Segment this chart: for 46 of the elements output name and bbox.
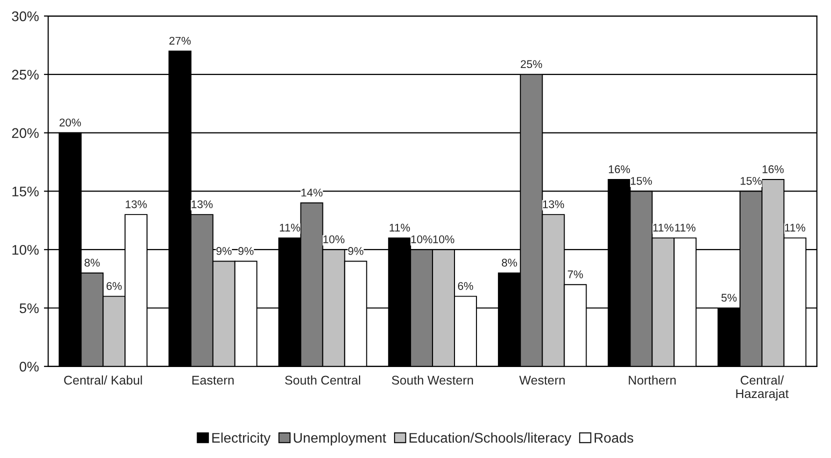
y-tick-label: 20% <box>12 128 39 138</box>
x-tick-label: South Western <box>392 375 473 385</box>
data-label: 10% <box>323 235 344 244</box>
data-label: 11% <box>653 224 674 232</box>
data-label: 15% <box>630 177 652 185</box>
y-tick-label: 5% <box>20 303 39 314</box>
legend-label: Electricity <box>212 432 271 446</box>
data-label: 8% <box>84 258 100 267</box>
data-label: 11% <box>280 224 300 232</box>
data-label: 11% <box>390 224 410 232</box>
legend-label: Roads <box>594 432 634 443</box>
x-tick-label: Northern <box>628 375 676 385</box>
data-label: 13% <box>126 200 147 208</box>
data-label: 25% <box>520 60 542 68</box>
legend-label: Unemployment <box>294 432 386 446</box>
data-label: 9% <box>348 247 364 255</box>
x-tick-label: Western <box>519 376 565 385</box>
data-label: 10% <box>433 235 454 244</box>
data-label: 7% <box>568 270 583 278</box>
data-label: 16% <box>762 165 784 174</box>
data-label: 14% <box>301 188 322 196</box>
y-tick-label: 30% <box>12 11 39 22</box>
data-label: 13% <box>192 200 213 208</box>
data-label: 13% <box>543 200 564 208</box>
y-tick-label: 15% <box>12 186 39 196</box>
data-label: 15% <box>740 177 762 185</box>
data-label: 6% <box>458 282 474 290</box>
data-label: 16% <box>608 165 630 174</box>
data-label: 6% <box>106 282 122 290</box>
data-label: 11% <box>785 224 806 232</box>
legend-label: Education/Schools/literacy <box>410 432 572 446</box>
data-label: 10% <box>411 235 432 244</box>
x-tick-label: Central/ Kabul <box>64 375 142 385</box>
data-label: 11% <box>675 224 696 232</box>
x-tick-label: Central/ Hazarajat <box>736 375 789 401</box>
x-tick-label: Eastern <box>192 376 234 385</box>
data-label: 9% <box>238 247 254 255</box>
data-label: 5% <box>721 294 737 302</box>
x-tick-label: South Central <box>285 375 360 385</box>
y-tick-label: 0% <box>20 362 39 372</box>
data-label: 9% <box>216 247 232 255</box>
y-tick-label: 25% <box>12 70 39 80</box>
data-label: 27% <box>169 36 191 45</box>
data-label: 20% <box>60 118 81 126</box>
data-label: 8% <box>502 258 518 267</box>
y-tick-label: 10% <box>12 244 39 255</box>
